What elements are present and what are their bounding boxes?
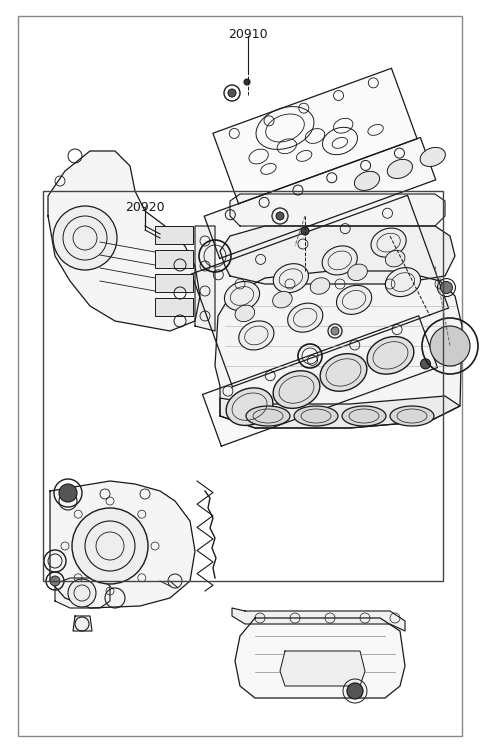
Ellipse shape (387, 160, 412, 178)
Circle shape (441, 281, 453, 293)
Circle shape (72, 508, 148, 584)
Polygon shape (235, 618, 405, 698)
Bar (155, 250, 193, 268)
Polygon shape (204, 137, 436, 258)
Ellipse shape (348, 264, 367, 280)
Circle shape (244, 79, 250, 85)
Polygon shape (213, 69, 417, 204)
Circle shape (53, 206, 117, 270)
Circle shape (228, 89, 236, 97)
Polygon shape (55, 578, 110, 608)
Polygon shape (192, 195, 449, 386)
Ellipse shape (246, 406, 290, 426)
Polygon shape (50, 481, 195, 608)
Polygon shape (195, 226, 215, 331)
Ellipse shape (354, 172, 380, 190)
Ellipse shape (273, 263, 309, 292)
Bar (155, 274, 193, 292)
Circle shape (331, 327, 339, 335)
Polygon shape (220, 396, 460, 428)
Circle shape (68, 579, 96, 607)
Polygon shape (73, 616, 92, 631)
Polygon shape (220, 226, 455, 284)
Polygon shape (280, 651, 365, 686)
Ellipse shape (390, 406, 434, 426)
Polygon shape (230, 194, 445, 226)
Circle shape (430, 326, 470, 366)
Ellipse shape (225, 281, 260, 310)
Ellipse shape (235, 305, 254, 322)
Polygon shape (215, 271, 462, 428)
Ellipse shape (320, 354, 367, 391)
Ellipse shape (273, 371, 320, 408)
Ellipse shape (342, 406, 386, 426)
Polygon shape (232, 608, 405, 631)
Ellipse shape (288, 303, 323, 332)
Ellipse shape (239, 321, 274, 350)
Text: 20910: 20910 (228, 28, 268, 41)
Ellipse shape (226, 388, 273, 425)
Ellipse shape (310, 278, 330, 294)
Bar (155, 226, 193, 244)
Circle shape (50, 576, 60, 586)
Circle shape (276, 212, 284, 220)
Bar (155, 298, 193, 316)
Circle shape (301, 227, 309, 235)
Ellipse shape (294, 406, 338, 426)
Ellipse shape (385, 268, 420, 297)
Bar (43, 191, 443, 581)
Circle shape (347, 683, 363, 699)
Circle shape (59, 484, 77, 502)
Ellipse shape (385, 251, 405, 267)
Ellipse shape (336, 286, 372, 314)
Ellipse shape (420, 148, 445, 166)
Ellipse shape (273, 292, 292, 308)
Ellipse shape (371, 228, 406, 257)
Polygon shape (48, 151, 200, 331)
Circle shape (420, 359, 431, 369)
Ellipse shape (322, 246, 357, 275)
Ellipse shape (367, 336, 414, 374)
Text: 20920: 20920 (125, 201, 165, 214)
Polygon shape (203, 316, 437, 446)
